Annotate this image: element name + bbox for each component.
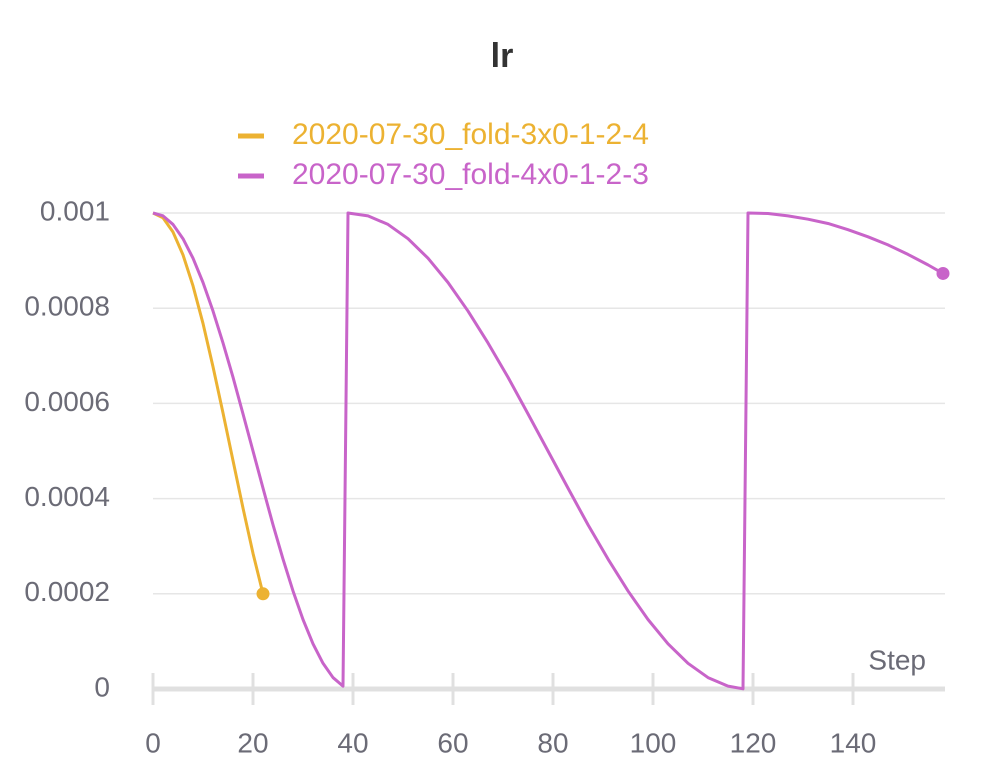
x-tick-label: 20 [237,727,268,758]
y-tick-label: 0.0004 [24,481,110,512]
end-point [256,587,270,601]
x-axis-label: Step [868,644,926,675]
chart-title: lr [491,37,514,75]
x-tick-label: 140 [830,727,877,758]
legend-label: 2020-07-30_fold-3x0-1-2-4 [292,118,649,151]
end-point [936,266,950,280]
legend-label: 2020-07-30_fold-4x0-1-2-3 [292,158,649,191]
x-tick-label: 60 [437,727,468,758]
y-tick-label: 0.001 [40,195,110,226]
x-tick-label: 80 [537,727,568,758]
y-tick-label: 0.0002 [24,576,110,607]
series-line [152,211,265,595]
y-tick-label: 0.0006 [24,386,110,417]
y-tick-label: 0.0008 [24,291,110,322]
x-tick-label: 40 [337,727,368,758]
x-tick-label: 0 [145,727,161,758]
y-tick-label: 0 [94,671,110,702]
series-line [152,211,944,691]
x-tick-label: 100 [630,727,677,758]
x-tick-label: 120 [730,727,777,758]
